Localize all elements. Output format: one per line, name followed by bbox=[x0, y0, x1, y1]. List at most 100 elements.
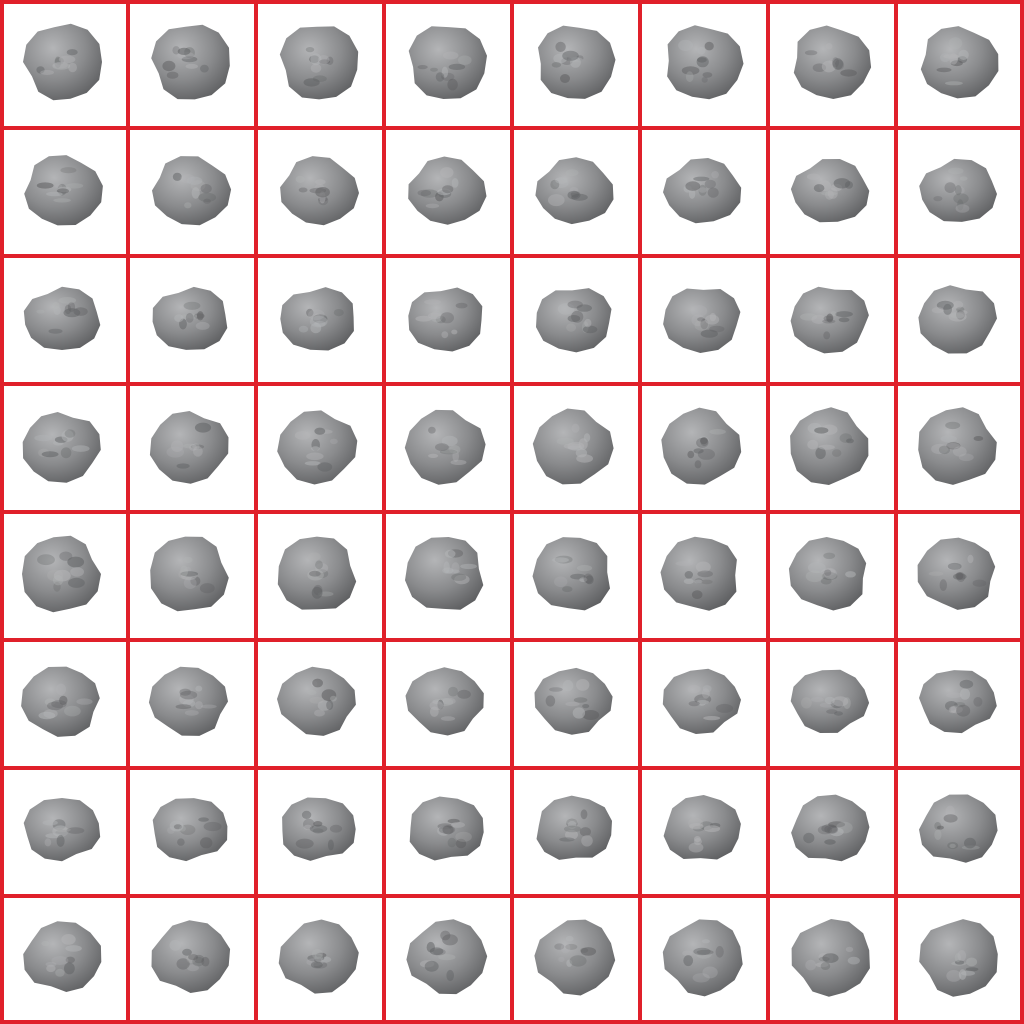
rock-crater bbox=[51, 302, 60, 310]
rock-crater bbox=[583, 433, 591, 443]
rock-crater bbox=[305, 47, 315, 53]
rock-crater bbox=[179, 318, 187, 330]
rock-crater bbox=[582, 710, 600, 720]
rock-crater bbox=[552, 557, 569, 563]
rock-crater bbox=[945, 701, 958, 711]
sprite-frame bbox=[512, 0, 640, 128]
rock-crater bbox=[704, 41, 714, 51]
sprite-frame bbox=[640, 768, 768, 896]
rock-body bbox=[532, 537, 610, 611]
sprite-frame bbox=[384, 256, 512, 384]
rock-crater bbox=[928, 571, 944, 576]
rock-crater bbox=[562, 50, 579, 61]
rock-crater bbox=[702, 685, 712, 693]
rock-crater bbox=[312, 678, 323, 688]
rock-crater bbox=[303, 818, 315, 830]
rock-body bbox=[663, 158, 742, 224]
rock-crater bbox=[940, 435, 957, 443]
sprite-frame bbox=[128, 128, 256, 256]
rock-crater bbox=[687, 684, 701, 694]
rock-body bbox=[152, 798, 228, 862]
rock-crater bbox=[565, 935, 574, 942]
rock-crater bbox=[53, 581, 61, 592]
rock-crater bbox=[822, 319, 836, 324]
rock-crater bbox=[179, 825, 186, 832]
rock-crater bbox=[417, 189, 432, 197]
rock-crater bbox=[697, 570, 713, 578]
rock-crater bbox=[943, 54, 960, 59]
asteroid-rock-icon bbox=[667, 25, 744, 100]
sprite-frame bbox=[256, 768, 384, 896]
rock-crater bbox=[554, 943, 565, 950]
sprite-frame bbox=[128, 256, 256, 384]
rock-body bbox=[152, 286, 228, 350]
rock-crater bbox=[313, 313, 321, 324]
rock-crater bbox=[201, 956, 210, 967]
rock-crater bbox=[440, 312, 454, 324]
asteroid-rock-icon bbox=[920, 26, 999, 99]
rock-crater bbox=[310, 53, 322, 66]
rock-crater bbox=[711, 171, 719, 179]
rock-crater bbox=[691, 590, 703, 599]
rock-crater bbox=[953, 702, 966, 708]
rock-crater bbox=[442, 825, 454, 835]
rock-crater bbox=[59, 551, 73, 561]
rock-crater bbox=[55, 683, 67, 695]
rock-crater bbox=[41, 940, 50, 947]
rock-crater bbox=[46, 964, 56, 973]
rock-crater bbox=[190, 576, 201, 586]
rock-crater bbox=[304, 461, 321, 466]
rock-crater bbox=[178, 569, 191, 580]
sprite-frame bbox=[0, 640, 128, 768]
rock-crater bbox=[60, 447, 72, 459]
rock-crater bbox=[67, 556, 85, 568]
rock-crater bbox=[190, 444, 205, 450]
rock-crater bbox=[440, 930, 451, 941]
rock-crater bbox=[805, 959, 817, 971]
rock-crater bbox=[436, 698, 454, 707]
rock-body bbox=[150, 536, 229, 612]
rock-crater bbox=[952, 300, 964, 309]
rock-crater bbox=[42, 819, 58, 826]
rock-crater bbox=[307, 954, 325, 962]
rock-crater bbox=[815, 447, 826, 460]
sprite-frame bbox=[256, 384, 384, 512]
rock-crater bbox=[55, 968, 65, 977]
rock-crater bbox=[319, 59, 331, 64]
rock-crater bbox=[455, 831, 472, 842]
rock-crater bbox=[193, 954, 205, 964]
asteroid-rock-icon bbox=[23, 286, 101, 350]
rock-crater bbox=[312, 314, 328, 324]
rock-crater bbox=[312, 828, 324, 834]
rock-crater bbox=[41, 451, 59, 458]
rock-crater bbox=[829, 827, 844, 837]
rock-body bbox=[277, 536, 357, 610]
rock-crater bbox=[181, 571, 197, 581]
rock-crater bbox=[191, 187, 200, 199]
rock-crater bbox=[549, 687, 563, 692]
rock-crater bbox=[827, 187, 838, 199]
rock-crater bbox=[173, 824, 182, 830]
rock-crater bbox=[326, 56, 334, 65]
rock-crater bbox=[813, 184, 825, 193]
rock-crater bbox=[817, 825, 832, 835]
rock-crater bbox=[52, 62, 71, 70]
rock-crater bbox=[931, 443, 949, 455]
sprite-frame bbox=[384, 512, 512, 640]
rock-crater bbox=[36, 309, 45, 314]
asteroid-rock-icon bbox=[150, 536, 229, 612]
rock-crater bbox=[428, 426, 436, 434]
rock-crater bbox=[954, 185, 962, 196]
rock-crater bbox=[806, 173, 821, 180]
asteroid-rock-icon bbox=[151, 920, 231, 993]
rock-crater bbox=[576, 454, 593, 463]
rock-crater bbox=[959, 176, 968, 181]
rock-crater bbox=[709, 429, 726, 435]
rock-crater bbox=[555, 41, 566, 53]
rock-crater bbox=[437, 826, 451, 836]
rock-crater bbox=[678, 39, 694, 52]
rock-crater bbox=[200, 837, 213, 849]
rock-crater bbox=[834, 711, 843, 716]
rock-crater bbox=[311, 586, 323, 599]
